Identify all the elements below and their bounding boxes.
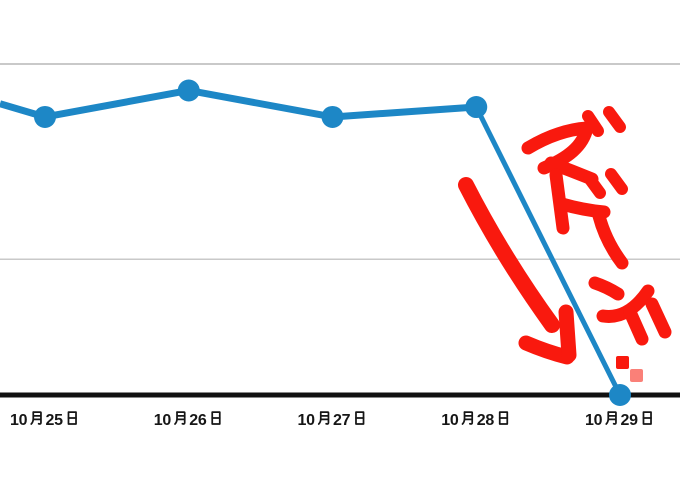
x-axis-label: 10 27 [298,411,365,429]
svg-text:29: 29 [621,412,639,429]
svg-text:25: 25 [46,412,64,429]
arrow-barb-right [558,304,577,363]
exclamation-dot [616,356,629,369]
data-point[interactable] [34,105,56,128]
dakuten-mark [605,168,628,195]
double-exclamation [616,297,672,382]
svg-text:10: 10 [10,412,28,429]
dakuten-mark [603,106,626,133]
trend-drop-segment [474,105,623,397]
svg-text:10: 10 [585,412,603,429]
trend-line-series [0,79,631,406]
trend-line [0,86,477,121]
svg-text:10: 10 [298,412,316,429]
data-point[interactable] [321,105,344,128]
arrow-shaft [458,177,560,333]
svg-text:10: 10 [154,412,172,429]
katakana-n [588,276,655,323]
svg-text:28: 28 [477,412,495,429]
data-point[interactable] [465,96,488,119]
katakana-long-vowel [592,209,629,270]
dakuten-mark [583,172,606,199]
svg-text:26: 26 [189,412,207,429]
x-axis-labels: 10 25 10 26 10 27 10 28 10 29 [10,411,652,429]
data-point[interactable] [177,79,200,102]
gridlines [0,63,680,261]
katakana-do [549,168,628,235]
katakana-zu [521,106,626,186]
x-axis-label: 10 26 [154,411,221,429]
crash-annotation [458,106,672,382]
crash-arrow-annotation [458,177,577,365]
zudoon-annotation-text [521,106,672,382]
x-axis-label: 10 25 [10,411,77,429]
dakuten-mark [582,110,604,137]
exclamation-dot-light [630,369,643,382]
data-point[interactable] [609,384,631,406]
svg-text:27: 27 [333,412,351,429]
x-axis-label: 10 28 [441,411,509,429]
x-axis-label: 10 29 [585,411,652,429]
svg-text:10: 10 [441,412,459,429]
